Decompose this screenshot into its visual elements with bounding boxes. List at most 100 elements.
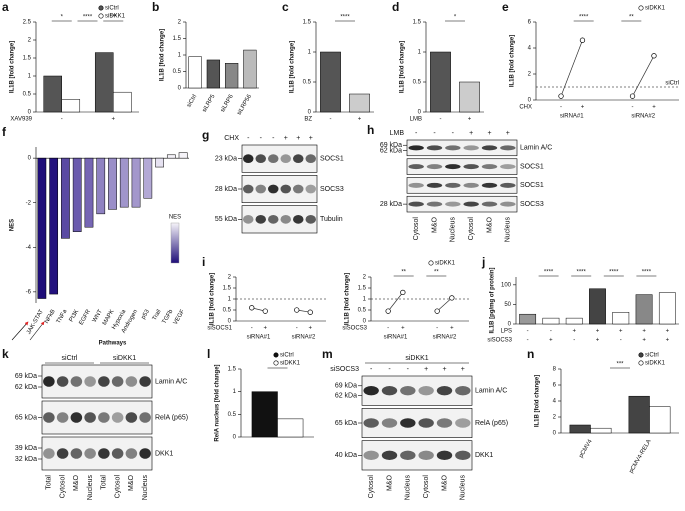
- lane-label: M&O: [486, 216, 493, 233]
- band: [98, 376, 110, 387]
- blot-strip: [241, 175, 318, 203]
- x-tick-label: +: [642, 338, 646, 344]
- x-tick-label: -: [573, 338, 575, 344]
- bar: [628, 395, 650, 434]
- lane-condition: -: [247, 135, 250, 142]
- bar: [178, 152, 188, 159]
- x-tick-label: siLRP6: [220, 93, 235, 113]
- x-tick-label: -: [251, 326, 253, 332]
- legend-label: siCtrl: [105, 6, 119, 12]
- lane-condition: +: [469, 130, 473, 137]
- band: [363, 450, 379, 461]
- blot-strip: [406, 139, 518, 157]
- x-tick-label: VEGF: [173, 309, 187, 326]
- significance: ****: [579, 15, 589, 21]
- significance: *: [61, 15, 64, 21]
- y-tick-label: 0.5: [23, 92, 32, 98]
- marker-label: 69 kDa: [15, 373, 37, 380]
- lane-condition: -: [407, 366, 410, 373]
- band: [363, 418, 379, 428]
- pair-line: [632, 55, 655, 97]
- significance: **: [629, 15, 634, 21]
- band: [56, 376, 69, 387]
- row-label: CHX: [224, 135, 239, 142]
- y-tick-label: 6: [528, 20, 532, 26]
- band: [305, 184, 316, 194]
- legend-label: siCtrl: [645, 353, 659, 359]
- lane-label: Cytosol: [59, 475, 66, 499]
- band: [500, 182, 516, 188]
- x-tick-label: +: [642, 329, 646, 335]
- panel-label: l: [207, 347, 210, 361]
- bar: [143, 157, 153, 199]
- point: [262, 308, 268, 314]
- band: [56, 412, 69, 423]
- legend-label: siCtrl: [280, 353, 294, 359]
- band: [111, 376, 124, 387]
- legend-marker: [98, 5, 104, 11]
- protein-label: Lamin A/C: [155, 378, 187, 385]
- band: [255, 214, 266, 224]
- row-label: siSOCS3: [342, 326, 367, 332]
- band: [98, 412, 110, 423]
- row-label: siSOCS3: [330, 366, 359, 373]
- band: [455, 385, 471, 396]
- protein-label: Tubulin: [320, 216, 343, 223]
- x-tick-label: +: [581, 105, 585, 111]
- y-tick-label: 1: [233, 389, 237, 395]
- band: [463, 145, 479, 151]
- marker-label: 69 kDa: [335, 383, 357, 390]
- protein-label: RelA (p65): [155, 414, 188, 421]
- blot-strip: [361, 408, 473, 438]
- x-tick-label: +: [111, 117, 115, 123]
- x-tick-label: NFkB: [44, 309, 57, 325]
- marker-label: 40 kDa: [335, 452, 357, 459]
- bar: [84, 157, 94, 228]
- y-tick-label: 0.5: [223, 308, 232, 314]
- x-tick-label: -: [550, 329, 552, 335]
- bar: [277, 418, 304, 438]
- band: [268, 154, 279, 164]
- significance: ***: [110, 15, 118, 21]
- band: [408, 182, 424, 188]
- y-tick-label: 2: [553, 415, 557, 421]
- band: [84, 412, 96, 423]
- lane-label: Nucleus: [87, 475, 94, 501]
- band: [305, 154, 316, 164]
- point: [558, 93, 564, 99]
- group-label: siRNA#2: [631, 114, 655, 120]
- band: [500, 145, 516, 151]
- lane-condition: +: [442, 366, 446, 373]
- y-axis-label: NES: [10, 219, 16, 231]
- y-tick-label: 100: [501, 282, 512, 288]
- legend-label: siDKK1: [645, 361, 666, 367]
- y-tick-label: 8: [553, 367, 557, 373]
- band: [381, 385, 398, 396]
- lane-label: Cytosol: [413, 217, 420, 241]
- x-tick-label: -: [387, 326, 389, 332]
- y-tick-label: 2.5: [23, 20, 32, 26]
- band: [481, 164, 498, 170]
- x-tick-label: siLRP5: [202, 93, 217, 113]
- band: [426, 201, 443, 207]
- panel-label: k: [2, 347, 9, 361]
- y-tick-label: 1: [363, 297, 367, 303]
- lane-label: Total: [46, 475, 53, 490]
- y-axis-label: IL1B [fold change]: [510, 35, 516, 87]
- band: [418, 385, 434, 396]
- y-tick-label: 1: [418, 50, 422, 56]
- bar: [119, 157, 129, 208]
- panel-label: d: [392, 0, 399, 14]
- bar: [459, 81, 480, 113]
- colorbar: [170, 222, 180, 264]
- x-tick-label: +: [308, 326, 312, 332]
- significance: ****: [609, 270, 619, 276]
- pair-line: [436, 297, 453, 312]
- protein-label: RelA (p65): [475, 420, 508, 427]
- x-tick-label: +: [450, 326, 454, 332]
- panel-label: m: [322, 347, 333, 361]
- band: [400, 450, 416, 461]
- lane-condition: +: [309, 135, 313, 142]
- band: [268, 214, 279, 224]
- bar: [43, 75, 62, 113]
